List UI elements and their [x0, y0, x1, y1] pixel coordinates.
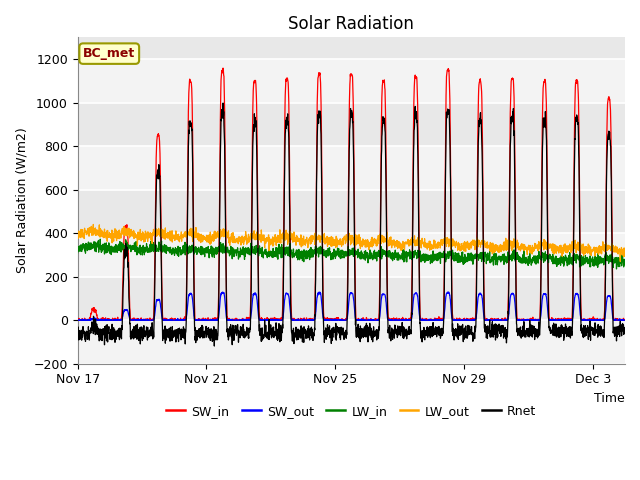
SW_in [220, 65, 227, 71]
Rnet [621, 331, 629, 336]
Bar [77, 59, 625, 103]
LW_in [506, 255, 513, 261]
SW_in [117, 317, 125, 323]
Rnet [375, 324, 383, 330]
Text: BC_met: BC_met [83, 47, 136, 60]
LW_in [192, 245, 200, 251]
LW_out [621, 249, 629, 254]
LW_out [117, 235, 125, 241]
LW_in [239, 249, 246, 255]
LW_out [185, 232, 193, 238]
Line: LW_in: LW_in [77, 239, 625, 269]
SW_in [74, 317, 82, 323]
LW_in [117, 246, 125, 252]
LW_in [185, 245, 193, 251]
LW_out [74, 233, 81, 239]
LW_out [375, 237, 383, 242]
SW_in [185, 90, 193, 96]
SW_out [506, 306, 513, 312]
LW_in [74, 250, 81, 256]
LW_in [375, 248, 383, 253]
Rnet [185, 137, 193, 143]
Rnet [506, 228, 513, 233]
Line: SW_out: SW_out [77, 292, 625, 320]
SW_out [185, 293, 193, 299]
Rnet [211, 343, 218, 349]
SW_in [375, 312, 383, 318]
Line: SW_in: SW_in [77, 68, 625, 320]
LW_in [621, 262, 629, 268]
X-axis label: Time: Time [595, 392, 625, 405]
SW_out [192, 317, 200, 323]
SW_in [192, 317, 200, 323]
Line: Rnet: Rnet [77, 103, 625, 346]
SW_out [621, 317, 629, 323]
LW_out [239, 239, 246, 244]
LW_out [616, 259, 624, 264]
LW_in [97, 236, 104, 242]
Rnet [74, 333, 81, 339]
Bar [77, 233, 625, 276]
Title: Solar Radiation: Solar Radiation [289, 15, 414, 33]
SW_in [74, 317, 81, 323]
SW_out [74, 317, 81, 323]
Line: LW_out: LW_out [77, 225, 625, 262]
LW_out [90, 222, 97, 228]
SW_out [116, 316, 124, 322]
Legend: SW_in, SW_out, LW_in, LW_out, Rnet: SW_in, SW_out, LW_in, LW_out, Rnet [161, 400, 541, 423]
Rnet [239, 332, 246, 338]
SW_in [506, 200, 513, 205]
SW_out [444, 289, 451, 295]
SW_out [238, 317, 246, 323]
Bar [77, 146, 625, 190]
Bar [77, 320, 625, 364]
LW_out [192, 235, 200, 240]
SW_in [239, 316, 246, 322]
Rnet [220, 100, 227, 106]
LW_out [506, 239, 513, 244]
LW_in [612, 266, 620, 272]
Rnet [116, 331, 124, 337]
SW_in [621, 317, 629, 323]
Rnet [192, 340, 200, 346]
Y-axis label: Solar Radiation (W/m2): Solar Radiation (W/m2) [15, 128, 28, 274]
SW_out [374, 317, 382, 323]
